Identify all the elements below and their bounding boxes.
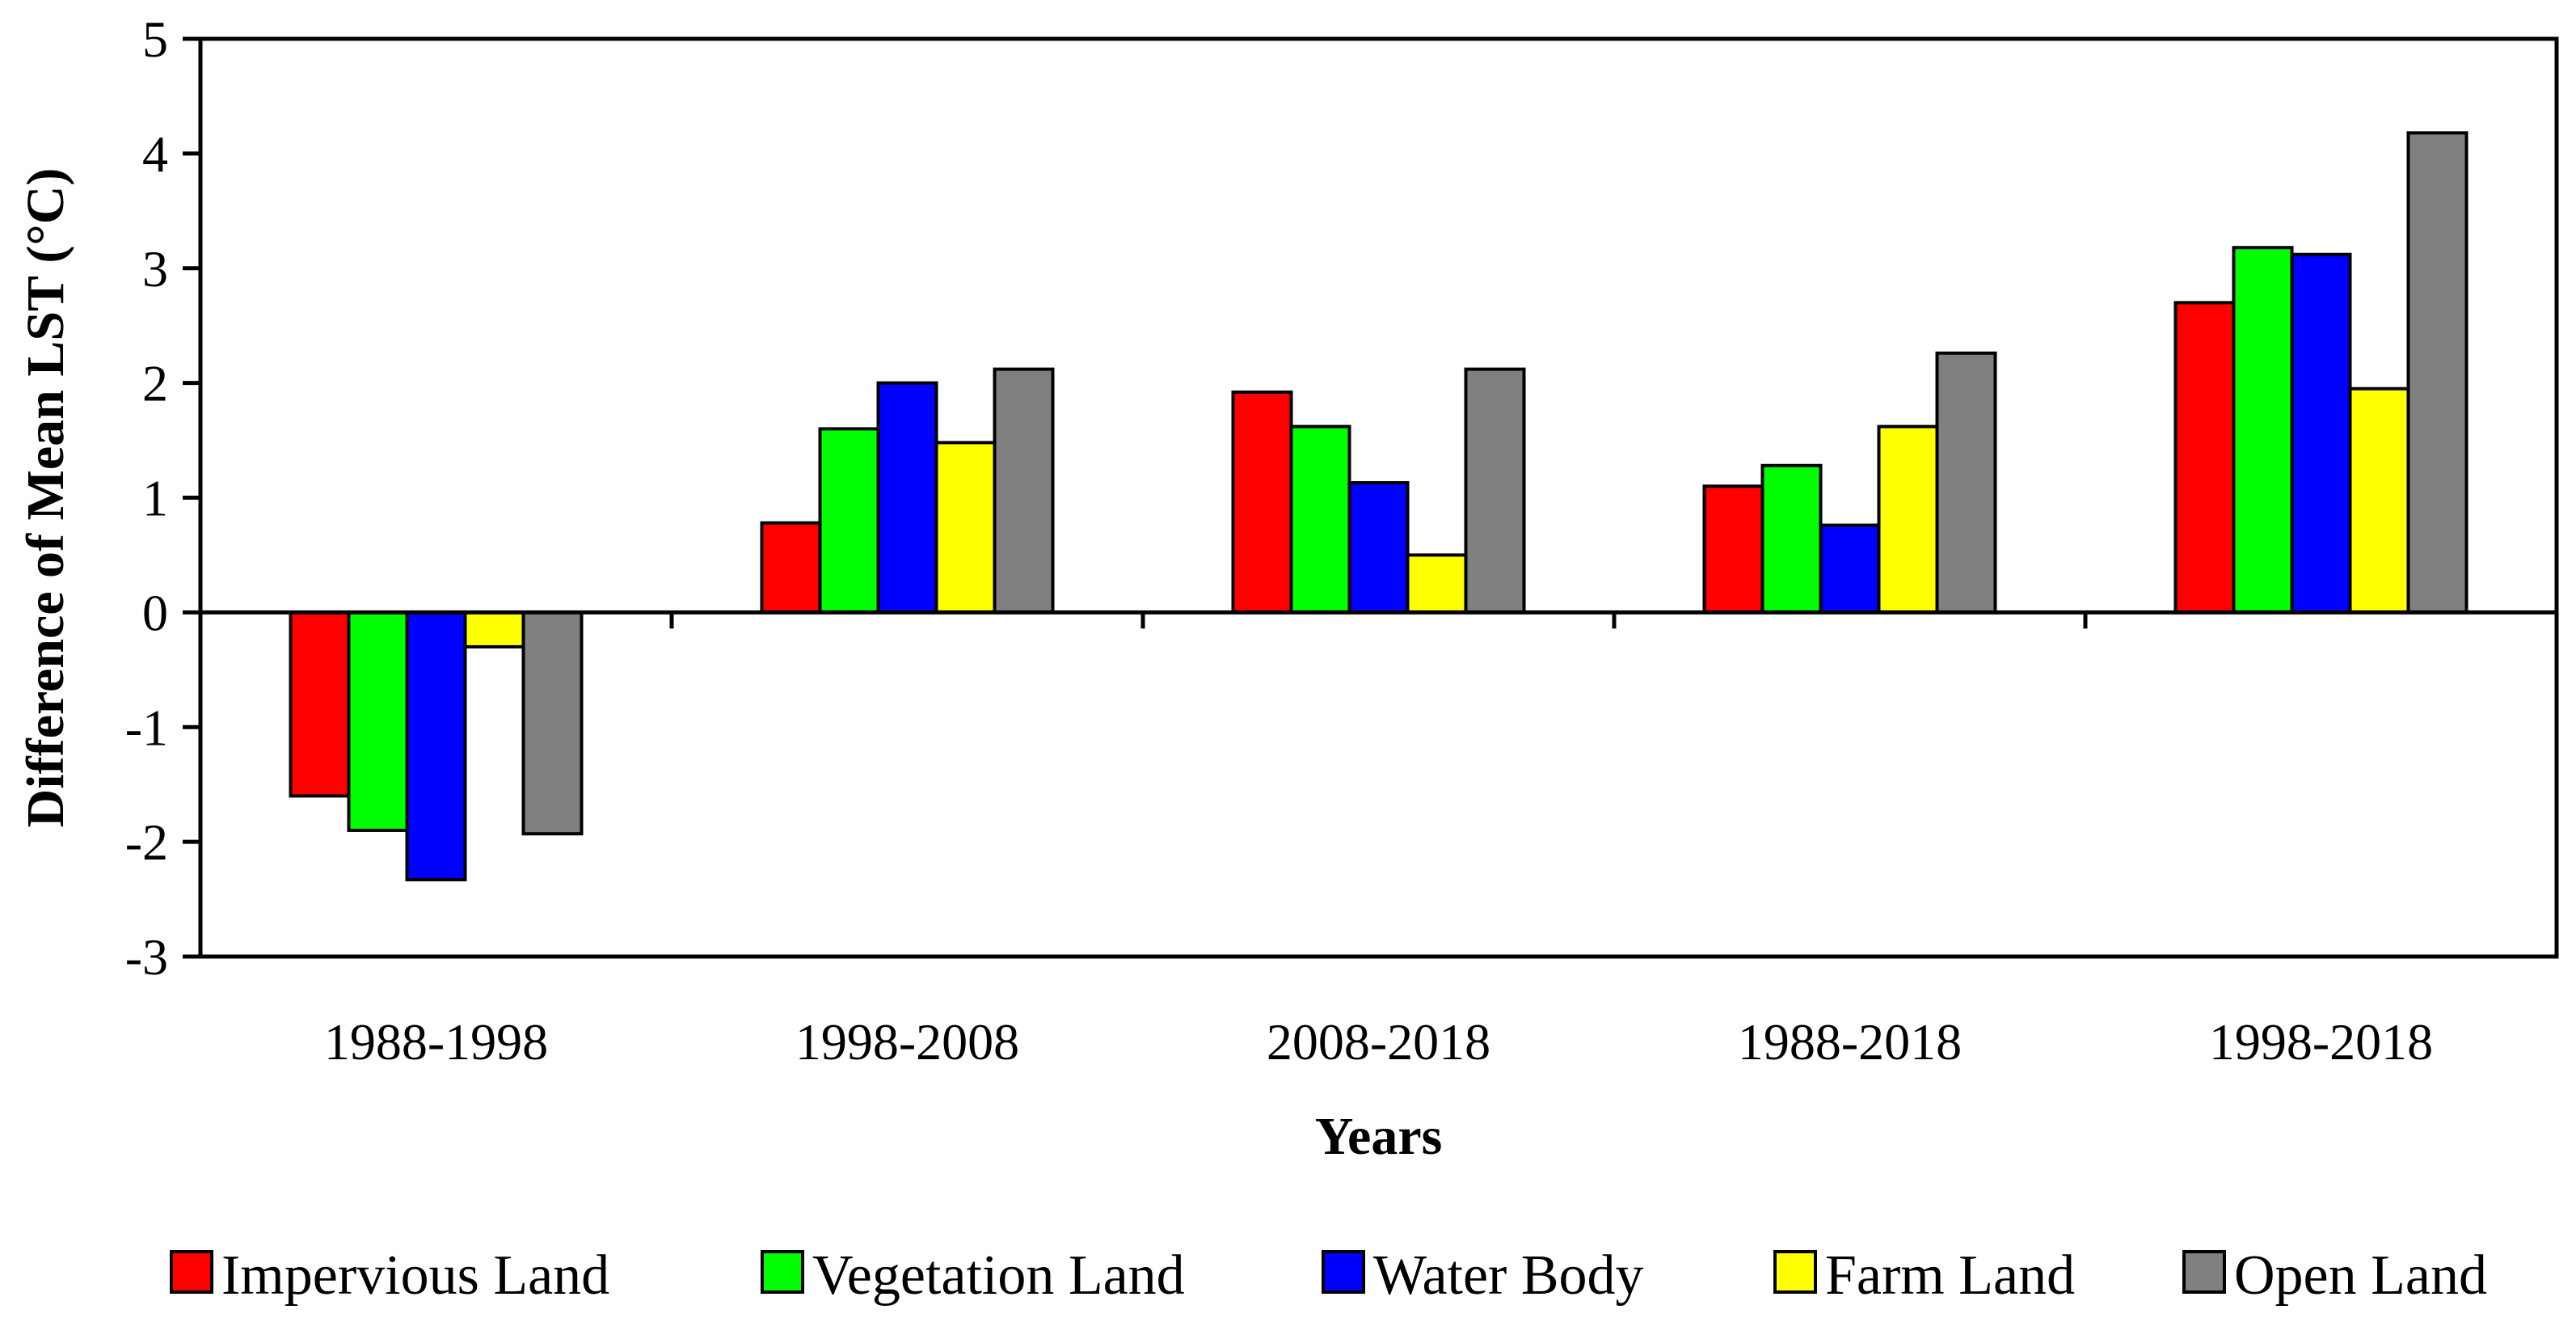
- bar-impervious-land-1998-2018: [2173, 301, 2236, 615]
- x-axis-title: Years: [1315, 1107, 1443, 1166]
- bar-water-body-2008-2018: [1347, 481, 1410, 615]
- bar-open-land-2008-2018: [1464, 367, 1526, 615]
- bars-layer: [289, 131, 2468, 881]
- x-axis: 1988-1998 1998-2008 2008-2018 1988-2018 1998…: [324, 612, 2433, 1071]
- bar-farm-land-1988-2018: [1877, 425, 1939, 615]
- bar-vegetation-land-1988-2018: [1760, 463, 1823, 615]
- y-tick-label: 0: [142, 584, 168, 641]
- bar-water-body-1998-2018: [2290, 252, 2352, 615]
- y-tick-label: -2: [125, 813, 168, 871]
- legend-swatch: [1773, 1250, 1817, 1294]
- bar-farm-land-2008-2018: [1406, 553, 1468, 615]
- x-tick-label: 1998-2008: [795, 1013, 1019, 1071]
- x-tick-label: 1998-2018: [2209, 1013, 2433, 1071]
- bar-farm-land-1998-2008: [934, 441, 997, 615]
- bar-vegetation-land-1998-2018: [2232, 246, 2294, 615]
- legend-swatch: [761, 1250, 804, 1294]
- bar-water-body-1998-2008: [876, 381, 938, 615]
- legend-swatch: [2182, 1250, 2226, 1294]
- y-tick-label: 3: [142, 240, 168, 298]
- bar-open-land-1998-2008: [993, 367, 1055, 615]
- y-axis-title: Difference of Mean LST (°C): [16, 168, 75, 828]
- bar-impervious-land-1988-2018: [1702, 484, 1764, 615]
- legend-label: Water Body: [1373, 1244, 1644, 1307]
- bar-open-land-1988-2018: [1935, 351, 1997, 615]
- x-tick-label: 2008-2018: [1267, 1013, 1490, 1071]
- x-tick-label: 1988-2018: [1738, 1013, 1962, 1071]
- y-tick-label: -1: [125, 699, 168, 756]
- x-tick-label: 1988-1998: [324, 1013, 548, 1071]
- bar-impervious-land-1988-1998: [289, 610, 351, 798]
- bar-farm-land-1988-1998: [463, 610, 525, 648]
- bar-impervious-land-1998-2008: [760, 521, 822, 615]
- bar-water-body-1988-1998: [405, 610, 467, 881]
- bar-vegetation-land-1988-1998: [347, 610, 409, 832]
- bar-open-land-1988-1998: [521, 610, 584, 836]
- bar-water-body-1988-2018: [1819, 523, 1881, 615]
- y-tick-label: -3: [125, 928, 168, 986]
- bar-vegetation-land-1998-2008: [818, 427, 880, 615]
- legend-swatch: [170, 1250, 213, 1294]
- legend-label: Open Land: [2234, 1244, 2487, 1307]
- y-tick-label: 1: [142, 470, 168, 527]
- legend-label: Impervious Land: [221, 1244, 609, 1307]
- bar-farm-land-1998-2018: [2348, 386, 2410, 615]
- legend-label: Farm Land: [1825, 1244, 2075, 1307]
- legend-label: Vegetation Land: [812, 1244, 1185, 1307]
- bar-impervious-land-2008-2018: [1231, 390, 1293, 615]
- y-tick-label: 2: [142, 355, 168, 412]
- y-axis: 5 4 3 2 1 0 -1 -2 -3: [125, 11, 200, 986]
- legend-swatch: [1322, 1250, 1365, 1294]
- legend: Impervious Land Vegetation Land Water Body…: [170, 1244, 2487, 1307]
- y-tick-label: 4: [142, 125, 168, 183]
- y-tick-label: 5: [142, 11, 168, 68]
- bar-open-land-1998-2018: [2406, 131, 2468, 615]
- bar-vegetation-land-2008-2018: [1289, 425, 1351, 615]
